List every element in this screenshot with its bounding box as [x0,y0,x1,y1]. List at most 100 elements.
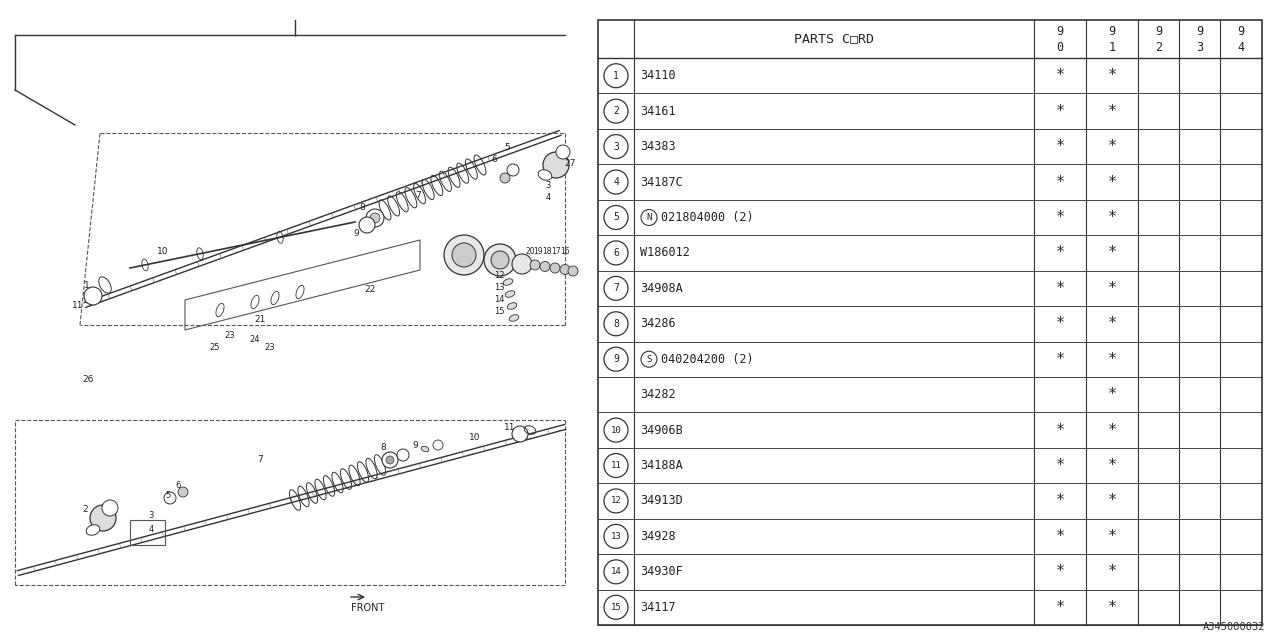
Circle shape [550,263,561,273]
Text: 4: 4 [545,193,550,202]
Text: *: * [1056,493,1065,508]
Ellipse shape [538,170,552,180]
Text: 2: 2 [82,506,88,515]
Circle shape [507,164,518,176]
Circle shape [543,152,570,178]
Text: 5: 5 [504,143,509,152]
Text: 27: 27 [564,159,576,168]
Circle shape [387,456,394,464]
Text: 5: 5 [613,212,620,223]
Text: 3: 3 [613,141,620,152]
Text: 12: 12 [611,497,621,506]
Text: *: * [1107,68,1116,83]
Text: 13: 13 [494,282,504,291]
Text: 040204200 (2): 040204200 (2) [660,353,754,365]
Text: 1: 1 [84,282,90,291]
Text: *: * [1107,352,1116,367]
Text: *: * [1107,422,1116,438]
Circle shape [604,205,628,230]
Text: S: S [646,355,652,364]
Text: *: * [1056,458,1065,473]
Text: *: * [1107,529,1116,544]
Text: 4: 4 [1238,41,1244,54]
Text: 24: 24 [250,335,260,344]
Text: *: * [1107,387,1116,402]
Ellipse shape [421,446,429,452]
Text: 22: 22 [365,285,375,294]
Circle shape [604,241,628,265]
Text: *: * [1107,600,1116,615]
Text: 15: 15 [494,307,504,316]
Text: 8: 8 [360,202,365,211]
Ellipse shape [507,303,517,309]
Circle shape [484,244,516,276]
Circle shape [358,217,375,233]
Text: 3: 3 [1196,41,1203,54]
Circle shape [561,264,570,275]
Circle shape [604,99,628,123]
Text: 19: 19 [534,248,543,257]
Text: 34286: 34286 [640,317,676,330]
Text: 10: 10 [470,433,481,442]
Circle shape [90,505,116,531]
Text: 9: 9 [1056,25,1064,38]
Text: *: * [1056,352,1065,367]
Circle shape [84,287,102,305]
Text: 10: 10 [157,248,169,257]
Text: *: * [1107,104,1116,118]
Circle shape [641,351,657,367]
Ellipse shape [86,525,100,535]
Circle shape [604,560,628,584]
Text: 18: 18 [543,248,552,257]
Text: 15: 15 [611,603,621,612]
Text: 7: 7 [257,456,262,465]
Text: 14: 14 [611,567,621,577]
Text: 6: 6 [613,248,620,258]
Text: 34161: 34161 [640,105,676,118]
Text: 34913D: 34913D [640,495,682,508]
Circle shape [500,173,509,183]
Text: 34928: 34928 [640,530,676,543]
Text: 7: 7 [613,284,620,293]
Circle shape [492,251,509,269]
Circle shape [604,134,628,159]
Text: 11: 11 [504,422,516,431]
Text: 34906B: 34906B [640,424,682,436]
Text: *: * [1056,564,1065,579]
Text: 34383: 34383 [640,140,676,153]
Text: 9: 9 [1238,25,1244,38]
Circle shape [556,145,570,159]
Circle shape [178,487,188,497]
Circle shape [433,440,443,450]
Text: 34908A: 34908A [640,282,682,295]
Text: 2: 2 [1155,41,1162,54]
Circle shape [604,418,628,442]
Text: *: * [1056,422,1065,438]
Text: W186012: W186012 [640,246,690,259]
Text: 4: 4 [613,177,620,187]
Text: 9: 9 [613,354,620,364]
Circle shape [604,454,628,477]
Text: 10: 10 [611,426,621,435]
Text: PARTS C□RD: PARTS C□RD [794,33,874,45]
Circle shape [604,595,628,620]
Text: 17: 17 [552,248,561,257]
Text: *: * [1107,281,1116,296]
Text: 34282: 34282 [640,388,676,401]
Text: A345000032: A345000032 [1202,622,1265,632]
Text: 13: 13 [611,532,621,541]
Text: 2: 2 [613,106,620,116]
Text: 7: 7 [415,191,421,200]
Text: 5: 5 [165,490,170,499]
Text: *: * [1056,281,1065,296]
Text: 34188A: 34188A [640,459,682,472]
Text: 11: 11 [611,461,621,470]
Text: 25: 25 [210,344,220,353]
Circle shape [102,500,118,516]
Text: *: * [1107,139,1116,154]
Text: 9: 9 [1155,25,1162,38]
Circle shape [452,243,476,267]
Text: *: * [1107,316,1116,332]
Circle shape [604,524,628,548]
Circle shape [444,235,484,275]
